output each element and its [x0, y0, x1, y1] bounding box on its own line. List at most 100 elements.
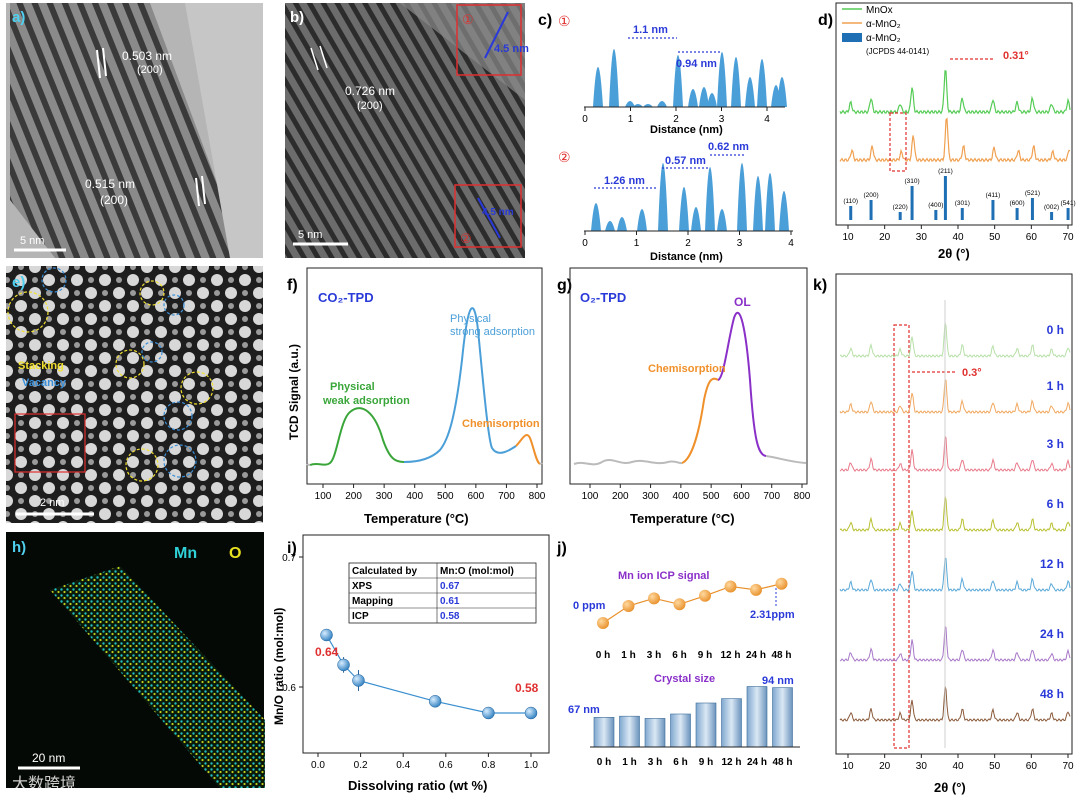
panel-j-bar-7 — [772, 687, 793, 748]
panel-f-ylabel: TCD Signal (a.u.) — [287, 344, 301, 440]
panel-d-tick-label-0: 10 — [842, 232, 854, 243]
panel-f-tick-label-1: 200 — [345, 491, 362, 502]
panel-d-hkl-10: (002) — [1044, 204, 1059, 211]
panel-j-icp-point-4 — [699, 589, 711, 602]
panel-a-marker-1a — [96, 49, 101, 79]
panel-b-hkl: (200) — [357, 100, 383, 112]
panel-i-xtick-label-5: 1.0 — [524, 760, 538, 771]
panel-f-strong-2: strong adsorption — [450, 326, 535, 338]
panel-i-table-r3-c2: 0.58 — [440, 611, 460, 622]
panel-c-top-peak-11 — [731, 57, 741, 107]
panel-j-icp-xlabel-5: 12 h — [720, 650, 740, 661]
panel-c-top-peak-2 — [625, 101, 635, 107]
panel-j-icp-point-2 — [648, 592, 660, 605]
panel-j-crystal-bars — [590, 686, 800, 748]
panel-e-circles — [7, 267, 214, 482]
panel-h-label: h) — [12, 539, 26, 556]
panel-f-weak-1: Physical — [330, 381, 375, 393]
panel-b-inset-2-dist: 4.5 nm — [482, 207, 514, 218]
panel-j-icp-xlabel-3: 6 h — [672, 650, 686, 661]
panel-i-xtick-label-1: 0.2 — [354, 760, 368, 771]
panel-e-image — [6, 266, 263, 523]
panel-h-scale-text: 20 nm — [32, 751, 65, 765]
panel-d-ref-bar-3 — [910, 186, 914, 220]
panel-e-circle-5 — [141, 341, 163, 363]
panel-c-bot-peak-2 — [617, 217, 627, 231]
panel-b-inset-1-dist: 4.5 nm — [494, 43, 529, 55]
panel-j-icp-end: 2.31ppm — [750, 609, 795, 621]
panel-c-bot-tick-label-3: 3 — [737, 238, 743, 249]
panel-k-tick-label-3: 40 — [952, 761, 964, 772]
panel-j-icp-start: 0 ppm — [573, 600, 606, 612]
panel-k-time-5: 24 h — [1040, 627, 1064, 641]
panel-k-time-1: 1 h — [1047, 379, 1064, 393]
panel-g-tick-label-1: 200 — [612, 491, 629, 502]
panel-j-icp-xlabel-1: 1 h — [621, 650, 635, 661]
panel-d-ref-bar-8 — [1015, 208, 1019, 220]
panel-i-point-1 — [337, 658, 350, 672]
panel-b-marker-a — [310, 47, 319, 71]
panel-c-top-peak-3 — [633, 104, 643, 107]
panel-i-xtick-label-3: 0.6 — [439, 760, 453, 771]
panel-i-table-r2-c1: Mapping — [352, 596, 393, 607]
panel-k-tick-label-6: 70 — [1062, 761, 1074, 772]
panel-k-pattern-2 — [839, 434, 1071, 472]
panel-i-ytick-label-0: 0.6 — [282, 683, 296, 694]
panel-j-crystal-title: Crystal size — [654, 673, 715, 685]
panel-c-bot-ann-2: 0.57 nm — [665, 155, 706, 167]
panel-j-icp-point-3 — [673, 598, 686, 611]
panel-i-table: Calculated by Mn:O (mol:mol) XPS 0.67 Ma… — [348, 562, 537, 624]
panel-i-ytick-label-1: 0.7 — [282, 553, 296, 564]
panel-k-tick-label-1: 20 — [879, 761, 891, 772]
panel-c-bot-tick-label-2: 2 — [685, 238, 691, 249]
panel-e-stacking: Stacking — [18, 360, 64, 372]
panel-j-icp-point-6 — [750, 583, 762, 596]
panel-d-ref-bar-10 — [1050, 212, 1054, 220]
panel-e-circle-2 — [139, 280, 165, 306]
panel-d-legend-swatch-3 — [842, 33, 862, 42]
panel-g-ticks: 100 200 300 400 500 600 700 800 — [582, 484, 811, 502]
panel-c-top-ann-1: 1.1 nm — [633, 24, 668, 36]
panel-d-amno2-pattern — [839, 117, 1071, 163]
panel-j-bar-3 — [670, 713, 691, 748]
panel-d-hkl-1: (200) — [863, 192, 878, 199]
panel-f-strong-1: Physical — [450, 313, 491, 325]
panel-e-circle-7 — [163, 401, 193, 431]
panel-c-top-xlabel: Distance (nm) — [650, 124, 723, 136]
panel-j: j) Mn ion ICP signal 0 ppm 2.31ppm 0 h 1 … — [556, 540, 800, 768]
panel-f-tick-label-2: 300 — [376, 491, 393, 502]
panel-f-chemi-curve — [515, 434, 541, 465]
panel-d-shift: 0.31° — [1003, 50, 1029, 62]
panel-d-hkl-7: (411) — [986, 192, 1001, 199]
panel-k-tick-label-0: 10 — [842, 761, 854, 772]
panel-k-time-2: 3 h — [1047, 437, 1064, 451]
panel-d-ref-bar-1 — [869, 200, 873, 220]
panel-i-point-0 — [320, 628, 333, 642]
panel-f-tick-label-3: 400 — [406, 491, 423, 502]
panel-j-icp-point-1 — [622, 600, 635, 612]
panel-e-region — [14, 413, 86, 473]
panel-j-bar-5 — [721, 698, 742, 748]
panel-j-bar-xlabel-7: 48 h — [772, 757, 792, 768]
panel-d-tick-label-4: 50 — [989, 232, 1001, 243]
panel-c-top-peak-6 — [673, 55, 683, 107]
panel-d-ref-bar-2 — [898, 212, 902, 220]
panel-d-tick-label-3: 40 — [952, 232, 964, 243]
panel-c-top-peak-9 — [707, 93, 717, 107]
panel-b-inset-2 — [454, 184, 522, 248]
panel-k-pattern-0 — [839, 322, 1071, 358]
panel-d-frame — [835, 2, 1073, 226]
panel-a-marker-1b — [102, 47, 107, 77]
panel-a: a) 0.503 nm (200) 0.515 nm (200) 5 nm — [6, 3, 263, 258]
panel-i-point-2 — [352, 674, 365, 687]
panel-c-bot-peak-7 — [705, 167, 715, 231]
panel-j-bar-4 — [695, 702, 717, 748]
panel-g-frame — [569, 267, 808, 485]
panel-g-title: O₂-TPD — [580, 290, 626, 305]
panel-d-hkl-11: (541) — [1060, 200, 1075, 207]
panel-e-circle-9 — [163, 444, 197, 478]
panel-c-top-tick-label-0: 0 — [582, 114, 588, 125]
panel-k-patterns: 0 h 1 h 3 h 6 h 12 h 24 h 48 h — [839, 300, 1071, 748]
panel-h-map — [50, 566, 265, 788]
panel-b-inset-1 — [456, 4, 522, 76]
